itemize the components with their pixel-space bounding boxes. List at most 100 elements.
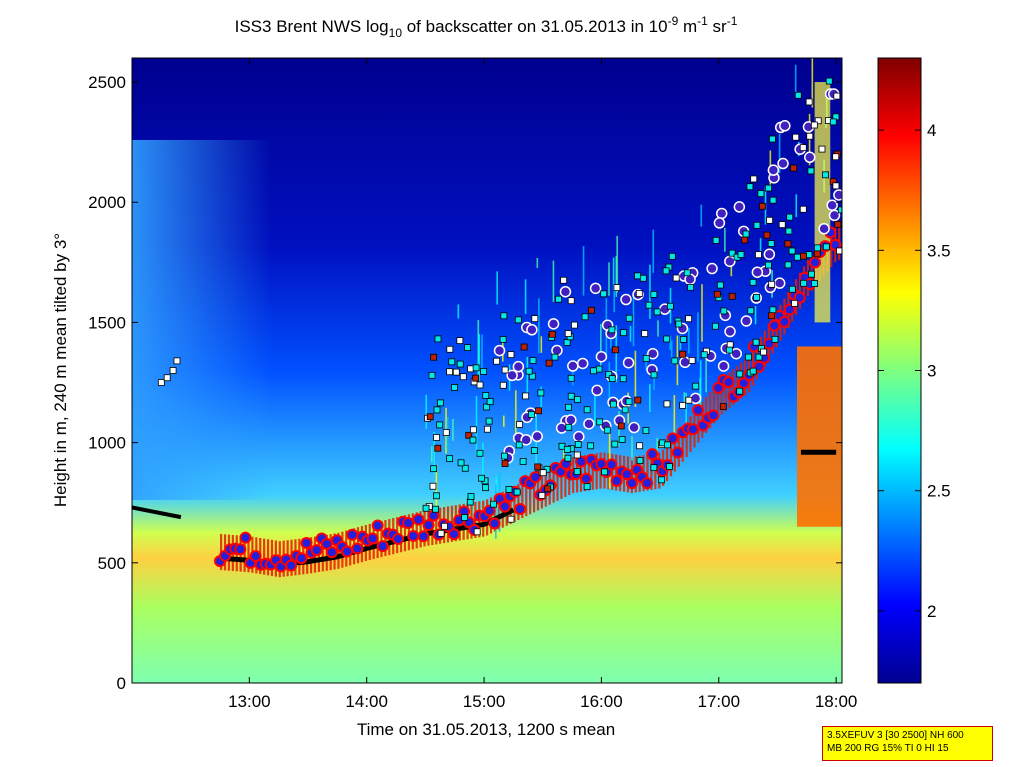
aerosol-layer-stripe [669, 440, 673, 477]
cloud-streak [794, 64, 797, 95]
aerosol-layer-stripe [646, 454, 649, 491]
cloud-streak [563, 445, 565, 459]
cloud-layer-marker [620, 293, 632, 306]
y-tick-label: 1500 [88, 313, 126, 332]
cloud-marker [574, 440, 582, 448]
aerosol-layer-stripe [712, 387, 716, 424]
cloud-marker [837, 206, 842, 214]
cloud-layer-marker [706, 262, 718, 275]
aerosol-layer-stripe [763, 330, 766, 367]
cloud-streak [608, 262, 610, 296]
cloud-marker [539, 469, 547, 477]
cloud-marker [545, 359, 553, 367]
cloud-marker [469, 436, 477, 444]
bl-top-marker [783, 303, 796, 316]
bl-top-marker [514, 503, 527, 516]
cloud-marker [791, 299, 799, 307]
cloud-streak [495, 476, 498, 491]
cloud-marker [560, 276, 568, 284]
cloud-marker [788, 285, 796, 293]
bl-top-marker [778, 315, 791, 328]
cloud-layer-marker [565, 414, 577, 426]
aerosol-layer-stripe [556, 464, 559, 501]
aerosol-layer-stripe [517, 483, 520, 521]
cloud-layer-marker [763, 248, 776, 261]
bl-top-marker [417, 530, 430, 543]
cloud-streak [652, 229, 655, 273]
cloud-marker [451, 384, 458, 391]
cloud-layer-marker [826, 199, 838, 211]
aerosol-layer-stripe [263, 538, 266, 575]
bl-top-marker [412, 513, 425, 526]
plot-area [132, 58, 842, 683]
cloud-marker [617, 422, 625, 430]
cloud-marker [567, 297, 575, 305]
cloud-marker [500, 312, 508, 320]
bl-top-marker [376, 540, 389, 553]
cloud-streak [724, 227, 726, 252]
cloud-streak [673, 395, 676, 441]
bl-top-marker [320, 537, 333, 550]
cloud-layer-marker [713, 217, 726, 229]
bl-top-marker [686, 423, 699, 436]
cloud-marker [641, 330, 649, 337]
cloud-marker [636, 442, 644, 450]
cloud-marker [736, 370, 744, 378]
cloud-marker [642, 355, 650, 362]
cloud-marker [583, 483, 591, 491]
cloud-marker [746, 183, 754, 191]
cloud-marker [493, 357, 500, 365]
cloud-streak [582, 246, 585, 296]
aerosol-layer-stripe [720, 378, 723, 415]
cloud-marker [784, 261, 792, 269]
cloud-marker [485, 417, 493, 425]
cloud-marker [507, 515, 515, 523]
x-axis: 13:00 14:00 15:00 16:00 17:00 18:00 [228, 58, 857, 711]
cloud-streak [615, 325, 618, 383]
cloud-marker [639, 274, 647, 282]
cloud-layer-marker [679, 356, 691, 369]
cloud-marker [483, 403, 490, 411]
bl-top-marker [239, 531, 252, 544]
cloud-marker [752, 338, 760, 346]
cloud-marker [442, 429, 450, 436]
cloud-marker [680, 335, 687, 343]
cloud-streak [457, 304, 460, 319]
cloud-marker [753, 293, 760, 301]
cloud-marker [687, 283, 695, 291]
cloud-marker [478, 474, 485, 482]
cloud-streak [688, 328, 690, 354]
y-tick-label: 2000 [88, 193, 126, 212]
cloud-marker [486, 398, 494, 405]
cloud-marker [760, 348, 767, 356]
cloud-marker [456, 360, 464, 368]
cloud-marker [663, 335, 671, 343]
cloud-marker [429, 482, 437, 490]
cloud-marker [625, 398, 633, 406]
cloud-streak [699, 360, 702, 406]
cloud-streak [524, 279, 527, 314]
cloud-marker [672, 274, 680, 282]
colorbar-ticks: 2 2.5 3 3.5 4 [878, 121, 951, 621]
bl-top-marker [366, 532, 379, 545]
cloud-marker [441, 522, 448, 530]
cloud-streak [759, 238, 762, 253]
cloud-marker [810, 121, 818, 129]
cloud-marker [829, 118, 837, 126]
cloud-marker [611, 440, 619, 448]
cloud-marker [813, 250, 821, 258]
aerosol-layer-stripe [513, 485, 516, 522]
colorbar-tick-label: 2.5 [927, 482, 951, 501]
cloud-marker [769, 135, 776, 143]
info-line-2: MB 200 RG 15% TI 0 HI 15 [827, 743, 949, 754]
cloud-marker [515, 441, 523, 449]
cloud-marker [757, 190, 765, 198]
x-tick-label: 16:00 [580, 692, 623, 711]
bl-top-marker [620, 468, 633, 481]
settings-info-box: 3.5XEFUV 3 [30 2500] NH 600 MB 200 RG 15… [822, 726, 993, 761]
bl-top-marker [249, 550, 262, 563]
bl-top-marker [707, 409, 720, 422]
cloud-layer-marker [567, 360, 579, 372]
bl-top-marker [605, 458, 618, 471]
